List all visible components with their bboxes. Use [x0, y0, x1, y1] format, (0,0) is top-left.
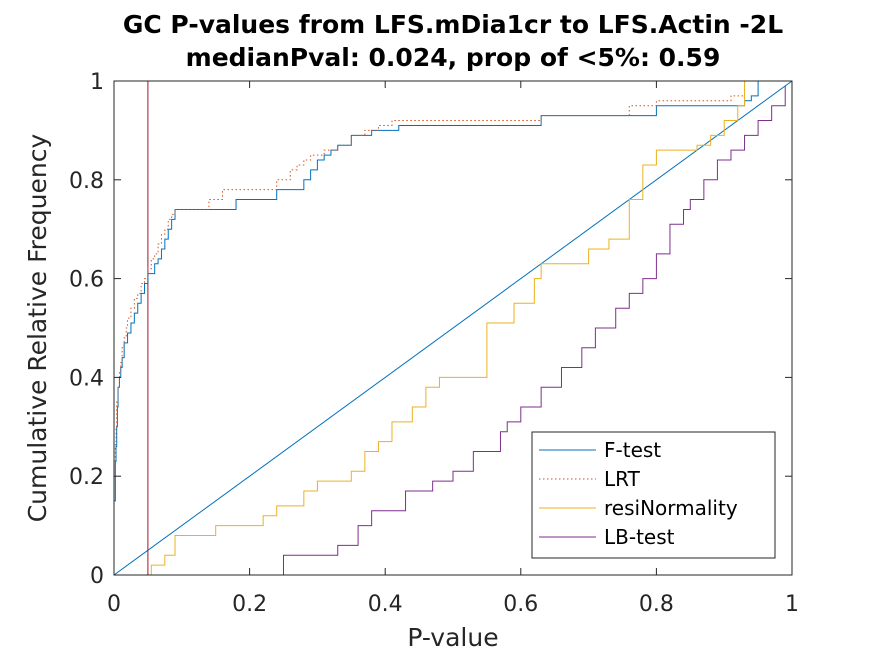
y-tick-label: 1	[90, 70, 104, 95]
series-line-f-test	[114, 81, 759, 502]
series-line-resinormality	[147, 81, 746, 576]
chart-subtitle: medianPval: 0.024, prop of <5%: 0.59	[186, 43, 721, 72]
x-tick-label: 0	[107, 592, 121, 617]
y-tick-label: 0.2	[69, 465, 104, 490]
legend-entry-label: F-test	[604, 438, 661, 462]
y-tick-label: 0.4	[69, 366, 104, 391]
y-tick-label: 0	[90, 564, 104, 589]
x-tick-label: 0.8	[639, 592, 674, 617]
legend-entry-label: LRT	[604, 467, 641, 491]
x-tick-label: 0.4	[368, 592, 403, 617]
legend-entry-label: resiNormality	[604, 496, 738, 520]
series-line-lb-test	[222, 85, 786, 576]
diagonal-reference-line	[113, 80, 793, 576]
x-axis-label: P-value	[407, 623, 498, 652]
legend-entry-label: LB-test	[604, 525, 675, 549]
y-tick-label: 0.8	[69, 169, 104, 194]
y-tick-label: 0.6	[69, 268, 104, 293]
chart-title: GC P-values from LFS.mDia1cr to LFS.Acti…	[123, 10, 783, 39]
plot-area: 0 0.2 0.4 0.6 0.8 1 0 0.2 0.4 0.6 0.8 1	[69, 70, 799, 617]
chart-legend: F-test LRT resiNormality LB-test	[531, 431, 776, 559]
x-tick-label: 0.2	[232, 592, 267, 617]
x-tick-label: 0.6	[503, 592, 538, 617]
x-tick-label: 1	[785, 592, 799, 617]
series-line-lrt	[114, 81, 746, 477]
y-axis-label: Cumulative Relative Frequency	[23, 134, 52, 523]
axes-box	[113, 80, 793, 576]
